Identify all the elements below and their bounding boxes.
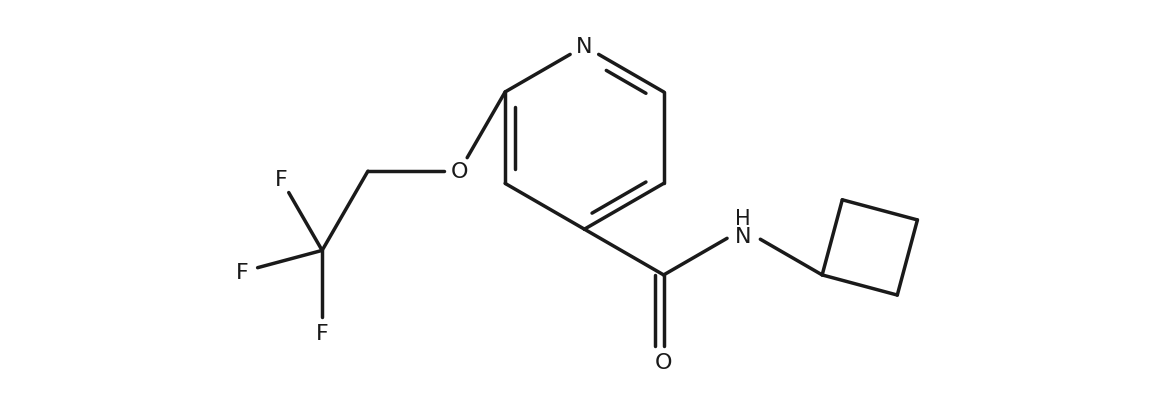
Text: O: O (655, 352, 673, 372)
Text: N: N (734, 227, 752, 247)
Text: H: H (735, 209, 751, 229)
Text: O: O (450, 162, 469, 182)
Text: N: N (577, 37, 593, 57)
Text: F: F (275, 170, 288, 190)
Text: F: F (316, 323, 328, 343)
Text: F: F (237, 262, 249, 282)
